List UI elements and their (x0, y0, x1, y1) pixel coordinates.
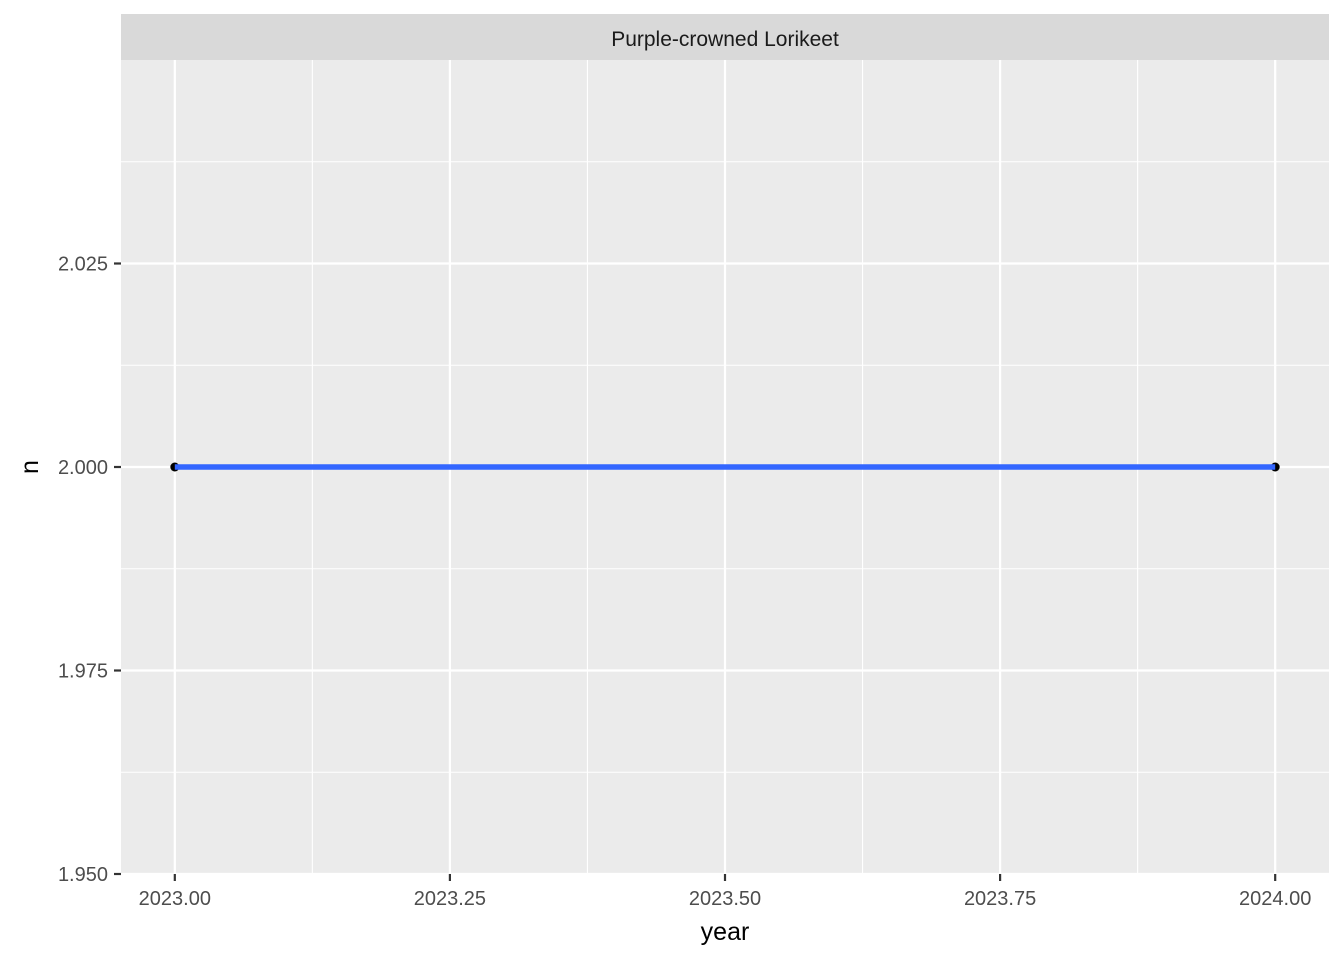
x-axis-title: year (701, 918, 750, 946)
x-tick-label: 2024.00 (1239, 888, 1311, 910)
y-tick-label: 2.000 (58, 457, 108, 479)
y-tick-label: 2.025 (58, 254, 108, 276)
x-tick-label: 2023.00 (139, 888, 211, 910)
x-axis: 2023.00 2023.25 2023.50 2023.75 2024.00 (139, 874, 1311, 910)
y-tick-label: 1.975 (58, 661, 108, 683)
y-axis-title: n (16, 460, 44, 474)
strip-background (121, 14, 1329, 60)
y-tick-label: 1.950 (58, 864, 108, 886)
facet-strip-label: Purple-crowned Lorikeet (611, 28, 839, 51)
x-tick-label: 2023.50 (689, 888, 761, 910)
data-series (170, 462, 1280, 472)
x-tick-label: 2023.75 (964, 888, 1036, 910)
x-tick-label: 2023.25 (414, 888, 486, 910)
y-axis: 1.950 1.975 2.000 2.025 (58, 254, 121, 886)
